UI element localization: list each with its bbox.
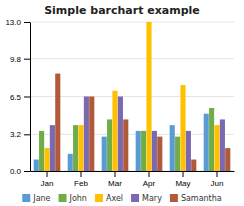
x-tick: Feb (74, 171, 88, 188)
bar (84, 97, 89, 172)
legend-label: John (69, 194, 87, 203)
bar (34, 160, 39, 171)
y-tick-label: 9.8 (10, 55, 22, 64)
grid-line (30, 96, 234, 97)
bar (152, 131, 157, 171)
x-tick: Jun (211, 171, 224, 188)
legend-swatch (22, 194, 30, 202)
legend-item: John (59, 194, 87, 203)
x-tick-mark (81, 171, 82, 177)
bar (220, 119, 225, 171)
x-tick-label: Mar (108, 179, 122, 188)
bar (102, 137, 107, 171)
x-tick-label: Apr (143, 179, 156, 188)
y-tick: 3.2 (10, 130, 30, 139)
x-tick: Mar (108, 171, 122, 188)
legend-label: Mary (142, 194, 162, 203)
bars (34, 22, 231, 171)
x-tick: May (175, 171, 190, 188)
x-tick-label: Feb (74, 179, 88, 188)
grid-line (30, 22, 234, 23)
grid (30, 22, 234, 171)
x-axis: Jan Feb Mar Apr May Jun (31, 171, 235, 188)
bar (204, 114, 209, 171)
legend: Jane John Axel Mary Samantha (22, 194, 222, 203)
plot: 0.0 3.2 6.5 9.8 13.0 Jan Feb Mar Apr May Jun (5, 18, 234, 188)
x-axis-line (31, 171, 235, 172)
grid-line (30, 58, 234, 59)
bar (39, 131, 44, 171)
legend-swatch (59, 194, 67, 202)
x-tick-mark (183, 171, 184, 177)
bar (107, 119, 112, 171)
bar (146, 22, 151, 171)
grid-line (30, 171, 234, 172)
y-tick-label: 6.5 (10, 93, 22, 102)
y-axis-line (30, 23, 31, 172)
legend-item: Jane (22, 194, 50, 203)
bar (112, 91, 117, 171)
title: Simple barchart example (44, 4, 200, 17)
bar (73, 125, 78, 171)
y-tick-label: 13.0 (5, 18, 21, 27)
y-axis: 0.0 3.2 6.5 9.8 13.0 (5, 18, 30, 176)
bar (214, 125, 219, 171)
bar (180, 85, 185, 171)
y-tick-mark (24, 134, 30, 135)
legend-swatch (95, 194, 103, 202)
y-tick-label: 0.0 (10, 167, 22, 176)
series (55, 74, 230, 171)
bar (141, 131, 146, 171)
legend-item: Axel (95, 194, 123, 203)
x-tick: Jan (41, 171, 54, 188)
bar (78, 125, 83, 171)
bar (44, 148, 49, 171)
legend-label: Jane (32, 194, 50, 203)
y-tick-mark (24, 59, 30, 60)
x-tick-label: Jan (41, 179, 54, 188)
y-tick: 0.0 (10, 167, 30, 176)
bar (55, 74, 60, 171)
y-tick-mark (24, 171, 30, 172)
y-tick: 13.0 (5, 18, 30, 27)
y-tick-mark (24, 97, 30, 98)
series (44, 22, 219, 171)
y-tick: 9.8 (10, 55, 30, 64)
y-tick-label: 3.2 (10, 130, 22, 139)
x-tick-label: Jun (211, 179, 224, 188)
legend-swatch (170, 194, 178, 202)
bar (225, 148, 230, 171)
bar (89, 97, 94, 172)
series (50, 97, 225, 172)
legend-label: Axel (106, 194, 123, 203)
bar (175, 137, 180, 171)
bar (157, 137, 162, 171)
bar (50, 125, 55, 171)
series (39, 108, 214, 171)
bar (191, 160, 196, 171)
bar (170, 125, 175, 171)
legend-item: Mary (131, 194, 162, 203)
x-tick-mark (217, 171, 218, 177)
x-tick-mark (47, 171, 48, 177)
x-tick-mark (115, 171, 116, 177)
bar (118, 97, 123, 172)
legend-label: Samantha (181, 194, 222, 203)
legend-item: Samantha (170, 194, 222, 203)
x-tick: Apr (143, 171, 156, 188)
y-tick: 6.5 (10, 93, 30, 102)
chart: Simple barchart example Jane John Axel Mary S… (0, 0, 244, 206)
bar (136, 131, 141, 171)
y-tick-mark (24, 22, 30, 23)
bar (68, 154, 73, 171)
bar (186, 131, 191, 171)
legend-swatch (131, 194, 139, 202)
x-tick-mark (149, 171, 150, 177)
bar (209, 108, 214, 171)
grid-line (30, 134, 234, 135)
bar (123, 119, 128, 171)
x-tick-label: May (175, 179, 190, 188)
